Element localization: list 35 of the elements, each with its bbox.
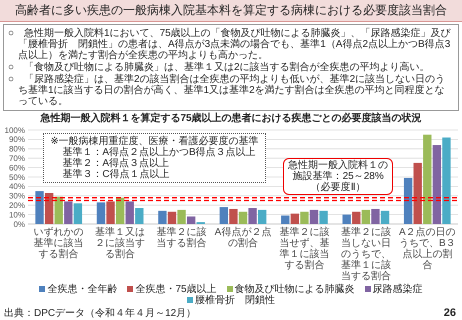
text: ○ 「食物及び吐物による肺臓炎」は、基準１又は2に該当する割合が全疾患の平均より高い。 xyxy=(8,62,431,73)
ytick: 30% xyxy=(8,192,25,201)
annotation: 基準２：A得点３点以上 xyxy=(61,158,170,169)
ytick: 100% xyxy=(4,126,25,135)
annotation: 基準３：C得点１点以上 xyxy=(61,169,171,180)
legend-label: 腰椎骨折 閉鎖性 xyxy=(194,295,275,306)
page: 26 xyxy=(444,307,456,319)
ytick: 40% xyxy=(8,182,25,192)
xlabel: A２点の日のうちで、B３点以上の割合 xyxy=(398,227,457,271)
xlabel: 基準２に該当する割合 xyxy=(156,227,208,249)
legend-label: 食物及び吐物による肺臓炎 xyxy=(234,284,355,295)
ytick: 10% xyxy=(8,210,25,220)
subtitle: 急性期一般入院料１を算定する75歳以上の患者における疾患ごとの必要度該当の状況 xyxy=(39,113,423,124)
ytick: 70% xyxy=(8,154,25,163)
annotation: ※一般病棟用重症度、医療・看護必要度の基準 xyxy=(50,136,259,147)
xlabel: いずれかの基準に該当する割合 xyxy=(32,227,85,260)
source: 出典：DPCデータ（令和４年４月～12月） xyxy=(4,308,196,319)
ytick: 0% xyxy=(13,220,25,229)
ytick: 20% xyxy=(8,201,25,210)
ref-label: 急性期一般入院料１の施設基準：25～28%（必要度Ⅱ） xyxy=(282,158,394,196)
xlabel: A得点が２点の割合 xyxy=(214,227,272,249)
annotation: 基準１：A得点２点以上かつB得点３点以上 xyxy=(61,147,257,158)
text: ○ 「尿路感染症」は、基準2の該当割合は全疾患の平均よりも低いが、基準2に該当しない日のうち基準1に該当する日の割合が高く、基準1又は基準2を満たす割合は全疾患の平均と同程度となっている。 xyxy=(8,74,446,107)
xlabel: 基準２に該当しない日のうちで、基準１に該当する割合 xyxy=(340,227,392,282)
ytick: 50% xyxy=(8,172,25,182)
legend-label: 全疾患・75歳以上 xyxy=(134,284,217,295)
xlabel: 基準２に該当せず、基準１に該当する割合 xyxy=(278,227,330,271)
legend-label: 全疾患・全年齢 xyxy=(46,284,118,295)
ytick: 60% xyxy=(8,163,25,172)
legend-label: 尿路感染症 xyxy=(372,284,423,295)
ytick: 90% xyxy=(8,135,25,144)
title: 高齢者に多い疾患の一般病棟入院基本料を算定する病棟における必要度該当割合 xyxy=(0,0,462,22)
xlabel: 基準１又は２に該当する割合 xyxy=(94,227,146,260)
ytick: 80% xyxy=(8,144,25,154)
text: ○ 急性期一般入院料1において、75歳以上の「食物及び吐物による肺臓炎」、「尿路感染症」及び「腰椎骨折 閉鎖性」の患者は、A得点が3点未満の場合でも、基準1（A得点2点以上かつB得点3点以上）を満たす割合が全疾患の平均よりも高かった。 xyxy=(8,28,452,61)
